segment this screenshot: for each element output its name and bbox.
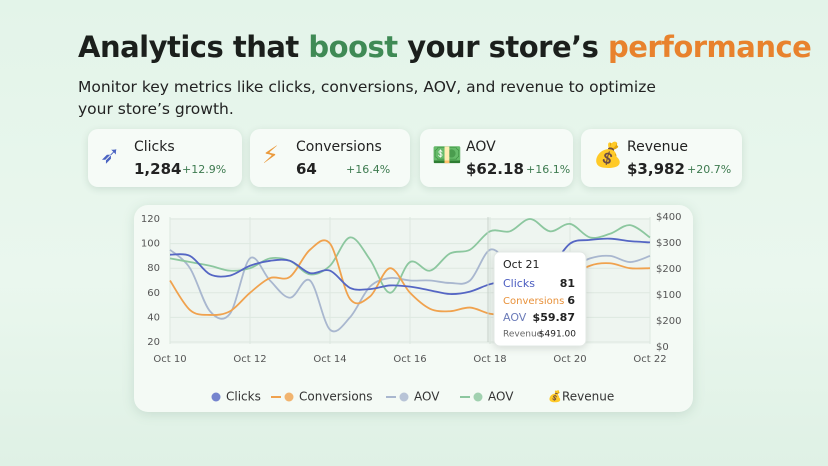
title-part: boost [308, 30, 398, 64]
legend-icon [284, 392, 294, 402]
y-tick-label: 60 [147, 288, 160, 299]
tooltip-label: Conversions [503, 296, 564, 307]
x-tick-label: Oct 10 [153, 354, 186, 365]
card-change: +16.4% [346, 163, 391, 176]
y2-tick-label: $200 [656, 316, 681, 327]
x-tick-label: Oct 20 [553, 354, 586, 365]
y-tick-label: 40 [147, 312, 160, 323]
tooltip-box [493, 251, 587, 347]
series-line [169, 218, 651, 294]
legend-label: Conversions [299, 390, 373, 404]
card-label: AOV [466, 139, 496, 155]
tooltip-value: $491.00 [539, 330, 576, 340]
card-value: 64 [296, 160, 317, 178]
tooltip-label: AOV [503, 311, 527, 324]
subtitle-line: Monitor key metrics like clicks, convers… [78, 78, 656, 96]
card-label: Conversions [296, 139, 382, 155]
x-tick-label: Oct 22 [633, 354, 666, 365]
metric-card: 💵 AOV $62.18 +16.1% [420, 129, 573, 187]
y-tick-label: 80 [147, 263, 160, 274]
x-tick-label: Oct 14 [313, 354, 346, 365]
headline: Analytics that boost your store’s perfor… [78, 30, 812, 64]
subtitle: Monitor key metrics like clicks, convers… [78, 76, 656, 120]
y2-tick-label: $400 [656, 212, 681, 223]
y-tick-label: 100 [141, 239, 160, 250]
legend-label: AOV [488, 390, 514, 404]
card-label: Clicks [134, 139, 175, 155]
icon: ⚡ [262, 141, 279, 169]
card-value: $62.18 [466, 160, 524, 178]
title-part: Analytics that [78, 30, 309, 64]
series-line [169, 237, 651, 295]
title-part: performance [607, 30, 812, 64]
x-tick-label: Oct 18 [473, 354, 506, 365]
icon: 💵 [432, 141, 462, 169]
tooltip-label: Clicks [503, 277, 535, 290]
card-change: +12.9% [182, 163, 227, 176]
y2-tick-label: $300 [656, 238, 681, 249]
metric-card: ⚡ Conversions 64 +16.4% [250, 129, 410, 187]
icon: ➶ [100, 141, 121, 169]
card-value: $3,982 [627, 160, 685, 178]
metric-card: ➶ Clicks 1,284 +12.9% [88, 129, 242, 187]
metric-card: 💰 Revenue $3,982 +20.7% [581, 129, 742, 187]
tooltip-label: Revenue [503, 330, 543, 340]
icon: 💰 [593, 141, 623, 169]
legend-icon: 💰 [548, 390, 562, 403]
y2-tick-label: $100 [656, 290, 681, 301]
legend-icon [399, 392, 409, 402]
legend-label: Revenue [562, 390, 614, 404]
subtitle-line: your store’s growth. [78, 100, 234, 118]
legend-icon [211, 392, 221, 402]
legend-icon [473, 392, 483, 402]
tooltip: Oct 21 Clicks 81 Conversions 6 AOV $59.87 Reven… [493, 251, 587, 347]
legend-label: Clicks [226, 390, 261, 404]
card-label: Revenue [627, 139, 688, 155]
tooltip-value: 81 [560, 277, 575, 290]
title-part: your store’s [397, 30, 608, 64]
tooltip-date: Oct 21 [503, 258, 540, 271]
tooltip-value: $59.87 [533, 311, 575, 324]
y2-tick-label: $200 [656, 264, 681, 275]
x-tick-label: Oct 12 [233, 354, 266, 365]
tooltip-value: 6 [567, 294, 575, 307]
card-value: 1,284 [134, 160, 182, 178]
card-change: +16.1% [526, 163, 571, 176]
y2-tick-label: $0 [656, 342, 669, 353]
y-tick-label: 20 [147, 337, 160, 348]
x-tick-label: Oct 16 [393, 354, 426, 365]
card-change: +20.7% [687, 163, 732, 176]
legend-label: AOV [414, 390, 440, 404]
y-tick-label: 120 [141, 214, 160, 225]
